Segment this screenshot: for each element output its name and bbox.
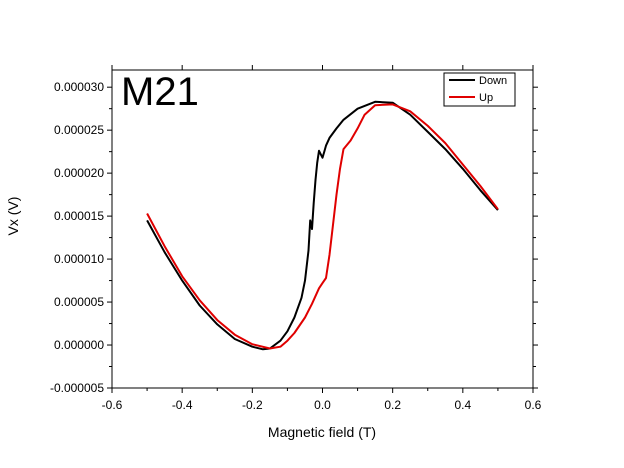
legend-label-down: Down: [479, 75, 507, 87]
y-tick-label: -0.000005: [50, 381, 104, 395]
x-tick-label: 0.6: [525, 398, 542, 412]
series-lines: [146, 100, 499, 351]
y-tick-label: 0.000020: [54, 166, 104, 180]
y-tick-label: 0.000025: [54, 123, 104, 137]
x-tick-label: 0.4: [454, 398, 471, 412]
series-line-down: [146, 100, 499, 351]
panel-label: M21: [121, 70, 199, 114]
y-tick-label: 0.000015: [54, 209, 104, 223]
x-tick-label: 0.0: [314, 398, 331, 412]
y-tick-label: 0.000030: [54, 80, 104, 94]
legend-box: [443, 72, 516, 107]
plot-frame: [111, 69, 534, 389]
x-tick-label: -0.6: [102, 398, 123, 412]
y-tick-label: 0.000005: [54, 295, 104, 309]
y-tick-label: 0.000000: [54, 338, 104, 352]
series-line-up: [146, 103, 499, 350]
y-tick-label: 0.000010: [54, 252, 104, 266]
legend: Down Up: [443, 72, 516, 107]
x-tick-label: -0.2: [242, 398, 263, 412]
x-tick-label: -0.4: [172, 398, 193, 412]
legend-label-up: Up: [479, 92, 493, 104]
x-axis-title: Magnetic field (T): [268, 424, 376, 440]
x-tick-label: 0.2: [384, 398, 401, 412]
y-axis-title: Vx (V): [5, 197, 21, 236]
axis-ticks: -0.6 -0.4 -0.2 0.0 0.2 0.4 0.6 -0.000005 0.00000…: [50, 65, 542, 412]
